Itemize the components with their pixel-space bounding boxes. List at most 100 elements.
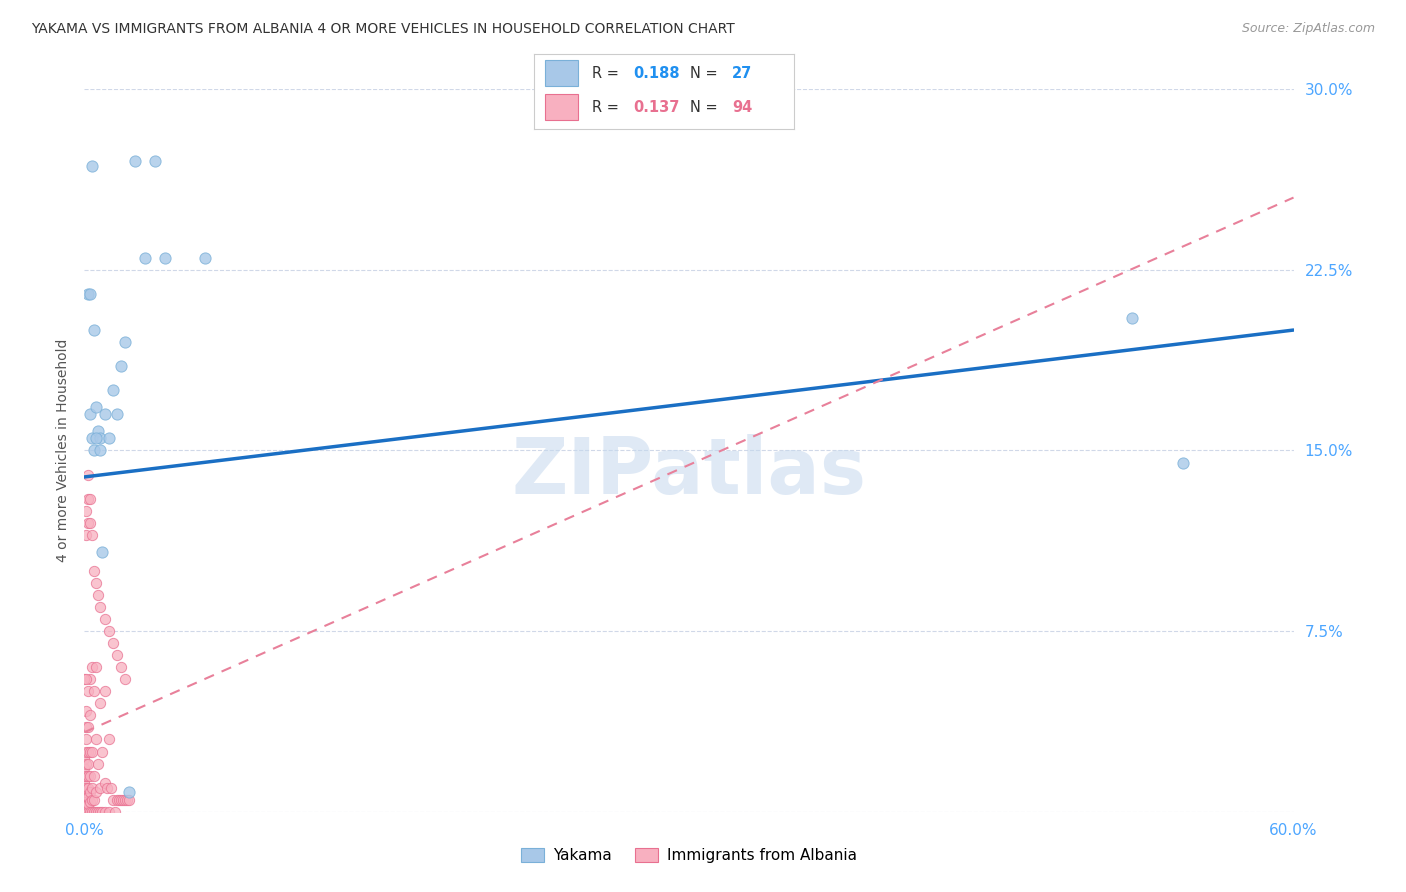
Legend: Yakama, Immigrants from Albania: Yakama, Immigrants from Albania <box>515 842 863 869</box>
Text: N =: N = <box>690 100 723 115</box>
Y-axis label: 4 or more Vehicles in Household: 4 or more Vehicles in Household <box>56 339 70 562</box>
Point <box>77 467 100 482</box>
Point <box>97 624 120 639</box>
Point <box>118 793 141 807</box>
Point <box>79 744 101 758</box>
Point <box>115 793 138 807</box>
Point <box>83 805 105 819</box>
Point <box>89 780 111 795</box>
Point <box>73 780 96 795</box>
Point <box>82 527 104 541</box>
Point <box>118 785 141 799</box>
Point <box>73 800 96 814</box>
Point <box>73 805 96 819</box>
Point <box>93 805 115 819</box>
Point <box>75 673 97 687</box>
Point <box>77 721 100 735</box>
Point <box>83 684 105 698</box>
Point <box>114 673 136 687</box>
Point <box>87 756 110 771</box>
Point <box>89 599 111 614</box>
Point <box>89 805 111 819</box>
Point <box>86 785 108 799</box>
Point <box>75 721 97 735</box>
Point <box>110 660 132 674</box>
Point <box>79 795 101 809</box>
Point <box>75 780 97 795</box>
Point <box>86 805 108 819</box>
Point <box>73 776 96 790</box>
Point <box>89 431 111 445</box>
Point <box>87 805 110 819</box>
Point <box>75 805 97 819</box>
Point <box>75 790 97 805</box>
Point <box>89 696 111 710</box>
Point <box>82 431 104 445</box>
Point <box>105 407 128 421</box>
Point <box>77 805 100 819</box>
Point <box>110 793 132 807</box>
Point <box>75 732 97 747</box>
Point <box>75 503 97 517</box>
Point <box>73 761 96 775</box>
Point <box>86 732 108 747</box>
Text: ZIPatlas: ZIPatlas <box>512 434 866 510</box>
Point <box>75 800 97 814</box>
Point <box>77 797 100 812</box>
Point <box>107 793 129 807</box>
Point <box>82 780 104 795</box>
Point <box>93 776 115 790</box>
Point <box>114 793 136 807</box>
Point <box>77 744 100 758</box>
Point <box>97 431 120 445</box>
Text: R =: R = <box>592 66 623 81</box>
Point <box>100 780 122 795</box>
Point <box>82 793 104 807</box>
Point <box>93 612 115 626</box>
Point <box>77 790 100 805</box>
Point <box>77 684 100 698</box>
Point <box>93 407 115 421</box>
Point <box>75 704 97 718</box>
Text: R =: R = <box>592 100 623 115</box>
FancyBboxPatch shape <box>544 61 578 87</box>
Point <box>91 744 114 758</box>
Point <box>73 673 96 687</box>
Point <box>77 769 100 783</box>
Point <box>91 805 114 819</box>
Point <box>104 805 127 819</box>
Point <box>82 159 104 173</box>
Point <box>79 286 101 301</box>
Point <box>101 793 124 807</box>
Point <box>75 527 97 541</box>
Point <box>89 443 111 458</box>
Point <box>73 769 96 783</box>
Text: Source: ZipAtlas.com: Source: ZipAtlas.com <box>1241 22 1375 36</box>
Point <box>1171 455 1194 469</box>
Point <box>87 424 110 438</box>
Point <box>73 752 96 766</box>
Point <box>97 805 120 819</box>
Point <box>114 334 136 349</box>
Point <box>86 400 108 414</box>
Point <box>83 443 105 458</box>
Point <box>75 744 97 758</box>
Point <box>83 769 105 783</box>
Point <box>86 431 108 445</box>
Point <box>75 795 97 809</box>
Point <box>83 564 105 578</box>
Point <box>79 805 101 819</box>
Point <box>86 660 108 674</box>
Text: YAKAMA VS IMMIGRANTS FROM ALBANIA 4 OR MORE VEHICLES IN HOUSEHOLD CORRELATION CH: YAKAMA VS IMMIGRANTS FROM ALBANIA 4 OR M… <box>31 22 735 37</box>
Point <box>101 384 124 398</box>
Point <box>82 805 104 819</box>
Point <box>143 154 166 169</box>
Point <box>153 251 176 265</box>
Point <box>73 795 96 809</box>
Point <box>79 516 101 530</box>
Text: 27: 27 <box>733 66 752 81</box>
Point <box>86 576 108 591</box>
Text: 0.137: 0.137 <box>633 100 679 115</box>
Point <box>79 407 101 421</box>
Point <box>75 785 97 799</box>
